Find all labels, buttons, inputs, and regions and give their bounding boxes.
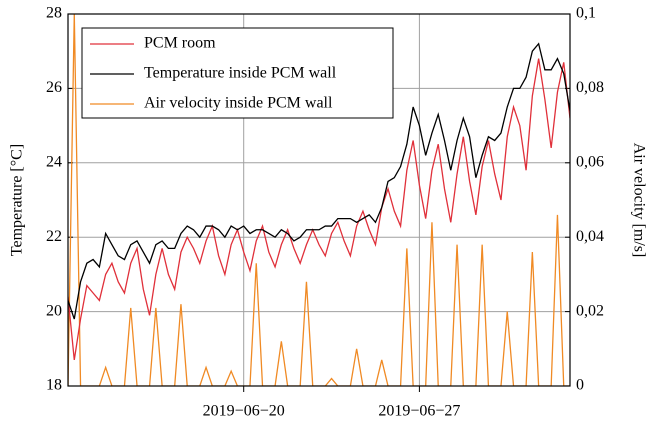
plot-frame xyxy=(67,13,571,387)
y-tick-label: 24 xyxy=(46,153,62,170)
legend-box xyxy=(81,27,394,119)
y-tick-label: 26 xyxy=(46,79,62,96)
y-tick-label: 20 xyxy=(46,302,62,319)
y-tick-label: 18 xyxy=(46,377,62,394)
legend-label: PCM room xyxy=(144,35,216,52)
y2-tick-label: 0,06 xyxy=(576,153,604,170)
y2-tick-label: 0,02 xyxy=(576,302,604,319)
x-tick-label: 2019−06−27 xyxy=(378,403,460,420)
legend-label: Temperature inside PCM wall xyxy=(144,65,337,82)
x-tick-label: 2019−06−20 xyxy=(203,403,285,420)
y-axis-label: Temperature [°C] xyxy=(9,144,26,256)
y2-tick-label: 0,04 xyxy=(576,228,604,245)
data-line xyxy=(68,58,570,361)
y2-tick-label: 0,08 xyxy=(576,79,604,96)
legend-label: Air velocity inside PCM wall xyxy=(144,95,333,112)
y-tick-label: 22 xyxy=(46,228,62,245)
y2-tick-label: 0 xyxy=(576,377,584,394)
y-tick-label: 28 xyxy=(46,5,62,22)
data-line xyxy=(68,14,570,386)
legend: PCM room Temperature inside PCM wall Air v… xyxy=(81,27,394,119)
y2-axis-label: Air velocity [m/s] xyxy=(630,143,647,258)
y2-tick-label: 0,1 xyxy=(576,5,596,22)
data-line xyxy=(68,42,570,320)
